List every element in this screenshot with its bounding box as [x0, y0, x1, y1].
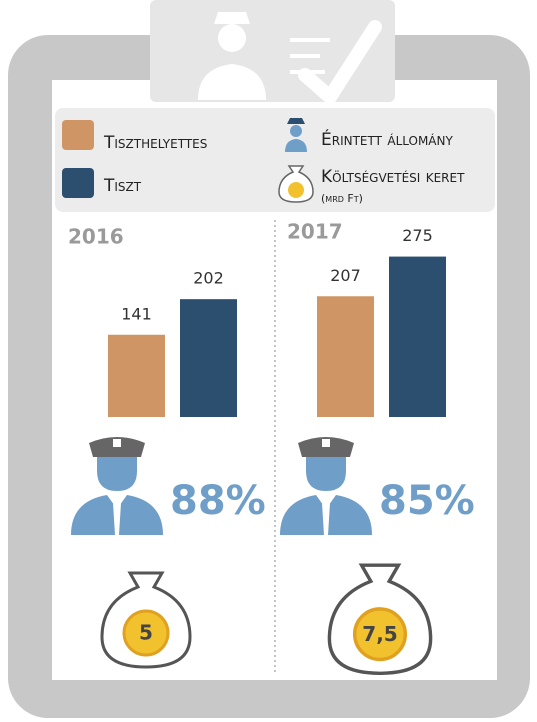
budget-icon	[278, 165, 314, 203]
legend-box	[55, 108, 495, 212]
legend-label: Tiszt	[103, 176, 142, 196]
coin	[122, 609, 170, 657]
officer-icon	[280, 437, 372, 535]
legend-swatch	[62, 168, 94, 198]
bar	[389, 256, 446, 417]
budget-label: 5	[139, 621, 153, 645]
bar	[180, 299, 237, 417]
officer-icon	[71, 437, 163, 535]
bar	[317, 296, 374, 417]
legend-label: (mrd Ft)	[321, 192, 363, 205]
share-label: 88%	[170, 478, 266, 524]
legend-label: Költségvetési keret	[321, 167, 465, 187]
legend-label: Tiszthelyettes	[103, 133, 207, 153]
legend-swatch	[62, 120, 94, 150]
staff-icon	[285, 118, 307, 152]
coin	[352, 607, 408, 662]
budget-label: 7,5	[362, 622, 397, 646]
value-label: 275	[402, 226, 433, 245]
legend-label: Érintett állomány	[321, 128, 453, 150]
value-label: 141	[121, 304, 152, 323]
bar	[108, 334, 165, 417]
value-label: 207	[330, 266, 361, 285]
clip-tab	[150, 0, 395, 108]
value-label: 202	[193, 269, 224, 288]
share-label: 85%	[379, 478, 475, 524]
money-bag	[100, 571, 192, 669]
money-bag	[327, 563, 433, 676]
year-title: 2017	[287, 220, 343, 244]
year-title: 2016	[68, 225, 124, 249]
